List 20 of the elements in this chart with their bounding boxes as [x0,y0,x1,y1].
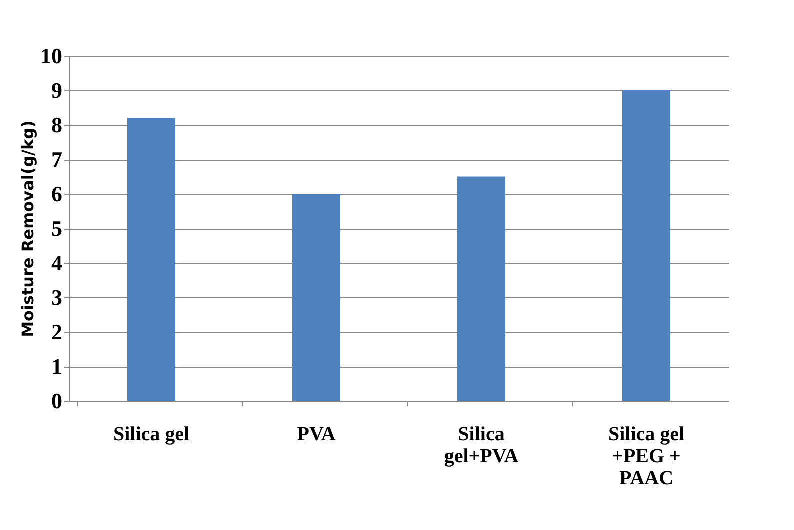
y-axis-title: Moisture Removal(g/kg) [18,120,38,338]
x-tick-label: Silica gel +PEG + PAAC [608,424,685,490]
y-tick-label: 9 [52,78,62,103]
y-tick-label: 7 [52,147,62,172]
y-tick-label: 3 [52,285,62,310]
x-tick-label: Silica gel+PVA [444,424,520,468]
bar [292,194,340,401]
y-tick-label: 4 [52,250,62,276]
bar [128,118,176,401]
y-tick-label: 10 [40,44,62,68]
y-tick-label: 5 [52,216,62,241]
y-tick-label: 8 [52,112,62,138]
y-tick-label: 0 [52,388,62,414]
bar [622,90,670,401]
y-tick-label: 2 [52,320,62,344]
y-tick-label: 6 [52,182,62,206]
x-tick-label: PVA [297,424,336,446]
x-tick-label: Silica gel [113,424,190,446]
bar [458,176,506,401]
y-tick-label: 1 [52,354,62,379]
